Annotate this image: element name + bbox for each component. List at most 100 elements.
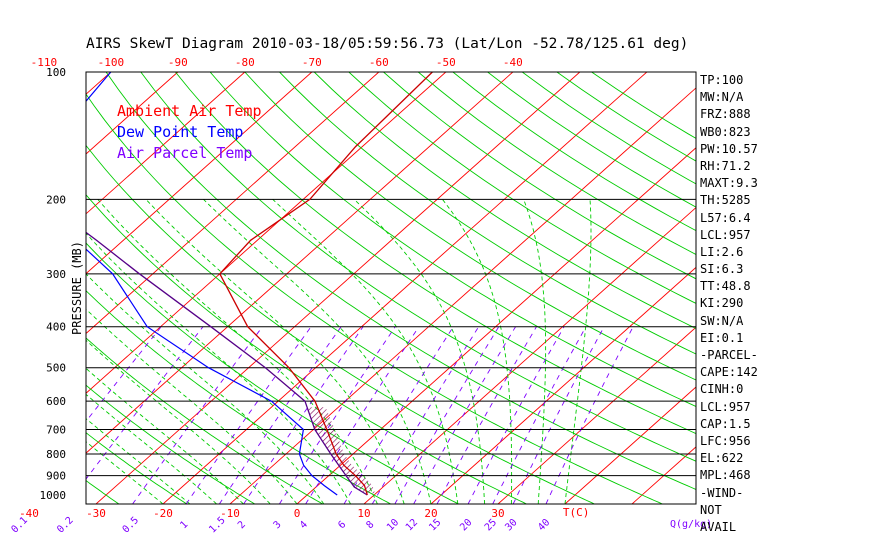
parcel-temp-line xyxy=(86,231,368,496)
dry-adiabat-line xyxy=(86,384,256,504)
bottom-axis-unit-label: T(C) xyxy=(563,506,590,519)
mixing-ratio-tick-label: 3 xyxy=(272,519,284,531)
top-temp-tick-label: -40 xyxy=(503,56,523,69)
index-parcel-lcl: LCL:957 xyxy=(700,399,751,414)
mixing-ratio-tick-label: 2 xyxy=(236,519,248,531)
index-li: LI:2.6 xyxy=(700,244,744,259)
index-lfc: LFC:956 xyxy=(700,433,751,448)
isotherm-line xyxy=(564,386,696,504)
index-l57: L57:6.4 xyxy=(700,210,751,225)
top-temp-tick-label: -110 xyxy=(31,56,58,69)
top-temp-tick-label: -50 xyxy=(436,56,456,69)
isotherm-line xyxy=(86,72,246,215)
isotherm-line xyxy=(0,72,44,504)
mixing-ratio-line xyxy=(467,326,565,504)
isotherm-line xyxy=(86,72,514,454)
isotherm-line xyxy=(497,326,696,504)
index-ki: KI:290 xyxy=(700,296,744,311)
index-cape: CAPE:142 xyxy=(700,365,758,380)
index-mw: MW:N/A xyxy=(700,90,744,105)
mixing-ratio-line xyxy=(413,326,516,504)
dry-adiabat-line xyxy=(86,93,663,504)
pressure-tick-label: 400 xyxy=(46,321,66,334)
top-temp-tick-label: -60 xyxy=(369,56,389,69)
mixing-ratio-tick-label: 4 xyxy=(298,519,310,531)
dry-adiabat-line xyxy=(348,72,696,304)
mixing-ratio-line xyxy=(185,326,312,504)
dry-adiabat-line xyxy=(105,72,696,490)
index-th: TH:5285 xyxy=(700,193,751,208)
bottom-temp-tick-label: 10 xyxy=(357,507,370,520)
pressure-tick-label: 100 xyxy=(46,66,66,79)
y-axis-label: PRESSURE (MB) xyxy=(70,241,84,335)
isotherm-line xyxy=(86,72,447,394)
index-wind-not: NOT xyxy=(700,502,722,517)
index-pw: PW:10.57 xyxy=(700,141,758,156)
index-parcel-header: -PARCEL- xyxy=(700,348,758,362)
index-lcl: LCL:957 xyxy=(700,227,751,242)
isotherm-line xyxy=(86,72,313,275)
bottom-temp-tick-label: -10 xyxy=(220,507,240,520)
moist-adiabat-line xyxy=(145,198,405,504)
dry-adiabat-line xyxy=(175,72,696,435)
index-el: EL:622 xyxy=(700,451,744,466)
index-frz: FRZ:888 xyxy=(700,107,751,122)
index-mpl: MPL:468 xyxy=(700,468,751,483)
index-tt: TT:48.8 xyxy=(700,279,751,294)
dry-adiabat-line xyxy=(86,194,527,504)
index-tp: TP:100 xyxy=(700,73,744,87)
top-temp-tick-label: -90 xyxy=(168,56,188,69)
moist-adiabat-line xyxy=(86,418,191,504)
index-wind-header: -WIND- xyxy=(700,485,744,500)
dry-adiabat-line xyxy=(244,72,696,381)
dry-adiabat-line xyxy=(279,72,696,355)
isotherm-line xyxy=(430,266,696,504)
mixing-ratio-line xyxy=(512,326,605,504)
mixing-ratio-tick-label: 0.2 xyxy=(55,515,76,536)
index-wind-avail: AVAIL xyxy=(700,519,737,534)
moist-adiabat-line xyxy=(86,441,164,504)
top-temp-tick-label: -80 xyxy=(235,56,255,69)
plot-frame xyxy=(85,71,697,505)
mixing-ratio-line xyxy=(371,326,480,504)
moist-adiabat-line xyxy=(353,198,486,504)
index-cap: CAP:1.5 xyxy=(700,416,751,431)
index-rh: RH:71.2 xyxy=(700,158,751,173)
plot-area xyxy=(0,72,696,504)
bottom-temp-tick-label: 30 xyxy=(491,507,504,520)
index-wb0: WB0:823 xyxy=(700,124,751,139)
dry-adiabat-line xyxy=(86,144,595,504)
isotherm-line xyxy=(363,206,696,504)
dry-adiabat-line xyxy=(86,432,188,504)
mixing-ratio-tick-label: 12 xyxy=(404,517,420,533)
legend: Ambient Air Temp Dew Point Temp Air Parc… xyxy=(117,101,262,164)
dry-adiabat-line xyxy=(0,72,51,504)
bottom-temp-tick-label: -40 xyxy=(19,507,39,520)
index-ei: EI:0.1 xyxy=(700,330,744,345)
bottom-temp-tick-label: -20 xyxy=(153,507,173,520)
index-si: SI:6.3 xyxy=(700,262,744,277)
mixing-ratio-line xyxy=(305,326,420,504)
pressure-tick-label: 600 xyxy=(46,395,66,408)
pressure-tick-label: 900 xyxy=(46,470,66,483)
mixing-ratio-tick-label: 30 xyxy=(503,517,519,533)
cape-hatch-area xyxy=(307,407,375,494)
top-temp-tick-label: -100 xyxy=(98,56,125,69)
legend-ambient-air-temp: Ambient Air Temp xyxy=(117,102,262,120)
mixing-ratio-tick-label: 40 xyxy=(536,517,552,533)
bottom-temp-tick-label: 0 xyxy=(294,507,301,520)
pressure-tick-label: 1000 xyxy=(40,489,67,502)
mixing-ratio-tick-label: 1 xyxy=(178,519,190,531)
dry-adiabat-line xyxy=(86,337,323,504)
legend-air-parcel-temp: Air Parcel Temp xyxy=(117,144,253,162)
mixing-ratio-tick-label: 20 xyxy=(458,517,474,533)
mixing-ratio-line xyxy=(436,326,537,504)
index-sw: SW:N/A xyxy=(700,313,744,328)
pressure-tick-label: 800 xyxy=(46,448,66,461)
chart-title: AIRS SkewT Diagram 2010-03-18/05:59:56.7… xyxy=(86,36,689,52)
mixing-ratio-line xyxy=(492,326,587,504)
mixing-ratio-tick-label: 0.5 xyxy=(121,515,142,536)
moist-adiabat-line xyxy=(86,367,244,504)
pressure-tick-label: 200 xyxy=(46,193,66,206)
